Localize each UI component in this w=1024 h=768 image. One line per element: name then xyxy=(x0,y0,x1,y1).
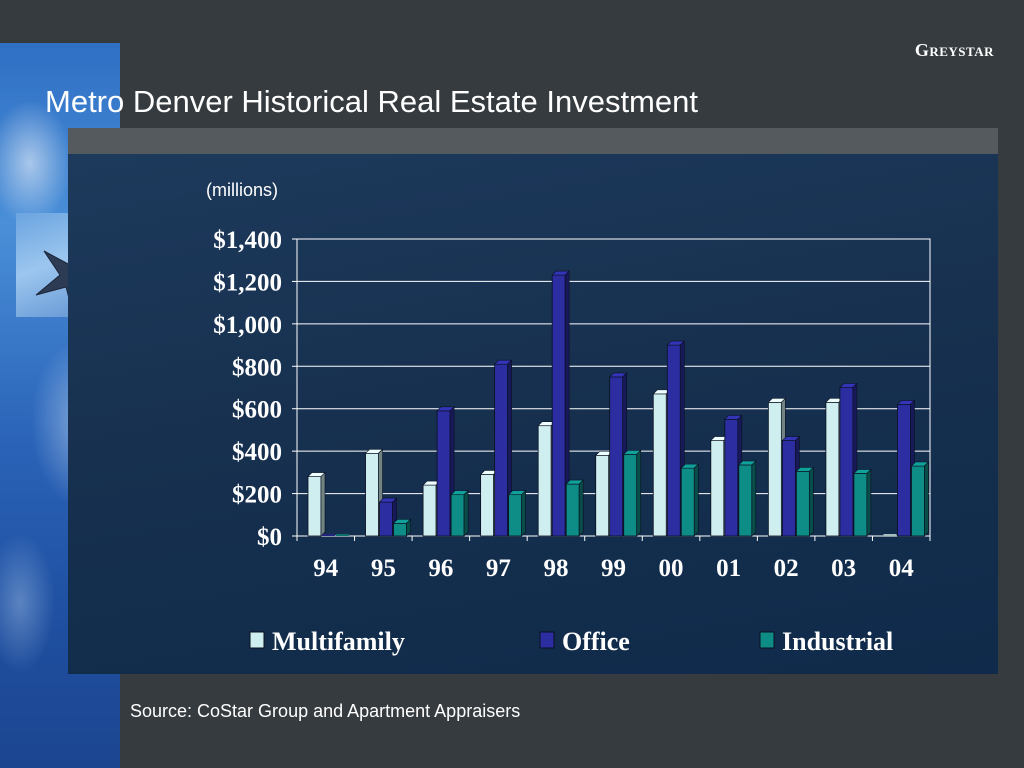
y-tick-label: $1,200 xyxy=(213,269,282,296)
bar-multifamily xyxy=(595,454,610,537)
bar-industrial xyxy=(911,465,925,537)
y-tick-label: $0 xyxy=(257,524,282,551)
x-tick-label: 94 xyxy=(313,555,339,582)
bar-industrial xyxy=(336,534,349,536)
bar-multifamily xyxy=(710,440,725,537)
x-tick-label: 00 xyxy=(659,555,684,582)
bar-multifamily xyxy=(825,401,840,537)
legend-label-multifamily: Multifamily xyxy=(272,627,405,656)
bar-side-industrial xyxy=(406,518,411,537)
x-tick-label: 96 xyxy=(428,555,453,582)
bar-side-industrial xyxy=(751,460,757,537)
bar-multifamily xyxy=(422,484,437,537)
title-divider-bar xyxy=(68,128,998,154)
bar-industrial xyxy=(450,494,465,537)
y-tick-label: $1,000 xyxy=(213,312,282,339)
bar-industrial xyxy=(623,453,638,537)
bar-side-industrial xyxy=(924,461,929,537)
bar-multifamily xyxy=(883,534,897,536)
bar-office xyxy=(436,410,451,537)
units-label: (millions) xyxy=(206,180,278,200)
bar-multifamily xyxy=(307,476,322,537)
bar-side-industrial xyxy=(578,479,584,537)
source-note: Source: CoStar Group and Apartment Appra… xyxy=(130,701,521,721)
bar-office xyxy=(551,274,566,537)
legend-swatch-multifamily xyxy=(249,631,265,649)
bar-industrial xyxy=(795,470,810,537)
x-tick-label: 02 xyxy=(774,555,799,582)
y-tick-label: $1,400 xyxy=(213,227,282,254)
legend-label-office: Office xyxy=(562,627,630,656)
bar-side-industrial xyxy=(809,466,814,537)
y-tick-label: $400 xyxy=(232,439,282,466)
bar-office xyxy=(781,440,796,537)
brand-logo: Greystar xyxy=(914,40,994,60)
bar-industrial xyxy=(508,494,523,537)
bar-office xyxy=(379,501,393,537)
x-tick-label: 97 xyxy=(486,555,511,582)
legend-label-industrial: Industrial xyxy=(782,627,893,656)
bar-multifamily xyxy=(652,393,667,537)
bar-industrial xyxy=(680,467,695,537)
bar-industrial xyxy=(393,522,407,537)
bar-multifamily xyxy=(365,452,379,537)
legend-swatch-office xyxy=(539,631,555,649)
bar-side-industrial xyxy=(693,463,699,537)
bar-multifamily xyxy=(537,425,552,537)
bar-industrial xyxy=(853,473,868,537)
bar-side-industrial xyxy=(866,468,872,537)
x-tick-label: 95 xyxy=(371,555,396,582)
legend-swatch-industrial xyxy=(759,631,775,649)
y-tick-label: $200 xyxy=(232,482,282,509)
slide-title: Metro Denver Historical Real Estate Inve… xyxy=(45,84,698,119)
x-tick-label: 98 xyxy=(543,555,568,582)
bar-side-industrial xyxy=(463,489,469,537)
bar-office xyxy=(494,363,509,537)
y-tick-label: $800 xyxy=(232,354,282,381)
bar-office xyxy=(897,404,911,537)
x-tick-label: 04 xyxy=(889,555,915,582)
bar-office xyxy=(666,344,681,537)
x-tick-label: 99 xyxy=(601,555,626,582)
bar-multifamily xyxy=(767,401,782,537)
bar-office xyxy=(839,387,854,537)
bar-multifamily xyxy=(480,474,495,537)
bar-office xyxy=(724,418,739,537)
bar-office xyxy=(609,376,624,537)
x-tick-label: 03 xyxy=(831,555,856,582)
bar-industrial xyxy=(565,483,580,537)
bar-side-industrial xyxy=(636,449,642,537)
bar-industrial xyxy=(738,464,753,537)
bar-side-industrial xyxy=(521,489,526,537)
bar-side-multifamily xyxy=(320,471,326,537)
bar-office xyxy=(322,534,335,536)
x-tick-label: 01 xyxy=(716,555,741,582)
y-tick-label: $600 xyxy=(232,397,282,424)
